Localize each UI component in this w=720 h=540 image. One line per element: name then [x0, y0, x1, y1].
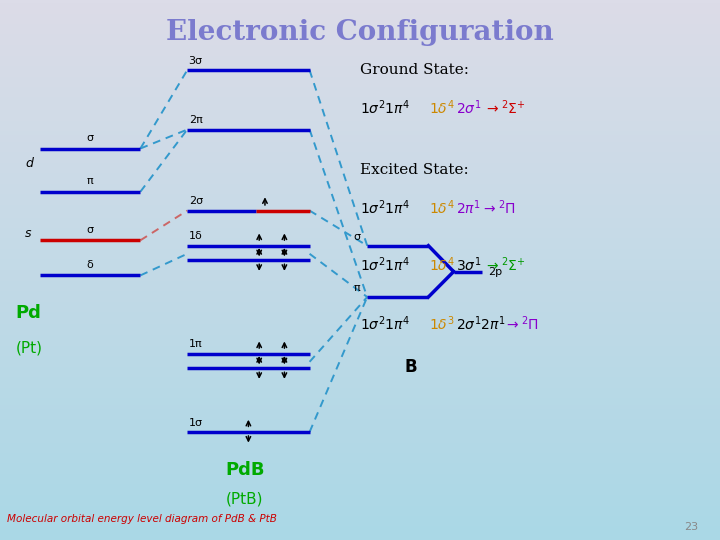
- Text: $1\sigma^{2}1\pi^{4}$: $1\sigma^{2}1\pi^{4}$: [360, 315, 410, 333]
- Text: 2π: 2π: [189, 115, 202, 125]
- Text: $2\pi^{1}$: $2\pi^{1}$: [456, 199, 481, 217]
- Text: 23: 23: [684, 522, 698, 531]
- Text: 1π: 1π: [189, 339, 202, 349]
- Text: Molecular orbital energy level diagram of PdB & PtB: Molecular orbital energy level diagram o…: [7, 515, 277, 524]
- Text: $3\sigma^{1}$: $3\sigma^{1}$: [456, 255, 481, 274]
- Text: $1\sigma^{2}1\pi^{4}$: $1\sigma^{2}1\pi^{4}$: [360, 99, 410, 117]
- Text: Ground State:: Ground State:: [360, 63, 469, 77]
- Text: $2\sigma^{1}$: $2\sigma^{1}$: [456, 99, 481, 117]
- Text: $1\delta^{4}$: $1\delta^{4}$: [429, 255, 455, 274]
- Text: Pd: Pd: [16, 304, 42, 322]
- Text: π: π: [354, 283, 360, 293]
- Text: 2σ: 2σ: [189, 196, 203, 206]
- Text: 2p: 2p: [488, 267, 503, 276]
- Text: $\rightarrow$$^{2}\Sigma^{+}$: $\rightarrow$$^{2}\Sigma^{+}$: [484, 255, 526, 274]
- Text: $\rightarrow$$^{2}\Pi$: $\rightarrow$$^{2}\Pi$: [504, 315, 539, 333]
- Text: s: s: [25, 227, 32, 240]
- Text: $1\sigma^{2}1\pi^{4}$: $1\sigma^{2}1\pi^{4}$: [360, 255, 410, 274]
- Text: δ: δ: [86, 260, 94, 270]
- Text: 3σ: 3σ: [189, 56, 202, 66]
- Text: 1σ: 1σ: [189, 417, 202, 428]
- Text: $1\sigma^{2}1\pi^{4}$: $1\sigma^{2}1\pi^{4}$: [360, 199, 410, 217]
- Text: B: B: [404, 358, 417, 376]
- Text: π: π: [86, 176, 94, 186]
- Text: σ: σ: [353, 232, 360, 242]
- Text: $1\delta^{3}$: $1\delta^{3}$: [429, 315, 455, 333]
- Text: d: d: [25, 157, 33, 170]
- Text: Excited State:: Excited State:: [360, 163, 469, 177]
- Text: PdB: PdB: [225, 461, 264, 479]
- Text: $1\delta^{4}$: $1\delta^{4}$: [429, 99, 455, 117]
- Text: σ: σ: [86, 225, 94, 235]
- Text: $\rightarrow$$^{2}\Sigma^{+}$: $\rightarrow$$^{2}\Sigma^{+}$: [484, 99, 526, 117]
- Text: (PtB): (PtB): [226, 492, 264, 507]
- Text: Electronic Configuration: Electronic Configuration: [166, 19, 554, 46]
- Text: $\rightarrow$$^{2}\Pi$: $\rightarrow$$^{2}\Pi$: [481, 199, 516, 217]
- Text: $2\sigma^{1}2\pi^{1}$: $2\sigma^{1}2\pi^{1}$: [456, 315, 505, 333]
- Text: σ: σ: [86, 133, 94, 143]
- Text: $1\delta^{4}$: $1\delta^{4}$: [429, 199, 455, 217]
- Text: 1δ: 1δ: [189, 231, 202, 241]
- Text: (Pt): (Pt): [16, 341, 43, 356]
